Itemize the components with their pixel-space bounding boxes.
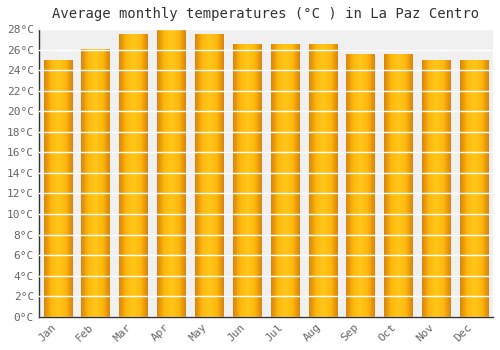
Title: Average monthly temperatures (°C ) in La Paz Centro: Average monthly temperatures (°C ) in La…: [52, 7, 480, 21]
